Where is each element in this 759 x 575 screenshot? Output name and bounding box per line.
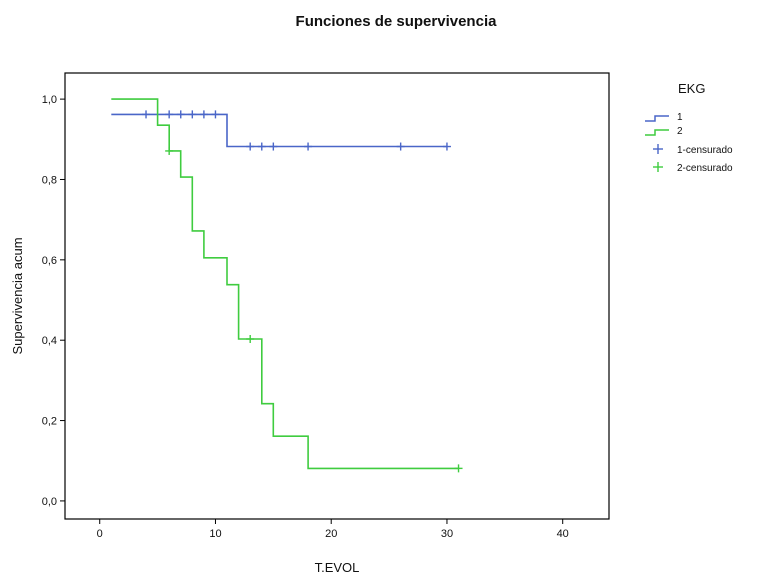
legend: EKG 1 2 1-censurado 2-censurado bbox=[645, 81, 733, 174]
censored-mark-1 bbox=[304, 142, 313, 151]
x-tick-label: 0 bbox=[97, 528, 103, 540]
series-layer bbox=[111, 98, 463, 473]
y-axis: 0,0 0,2 0,4 0,6 0,8 1,0 bbox=[42, 94, 65, 508]
x-tick-label: 40 bbox=[557, 528, 569, 540]
censored-mark-1 bbox=[211, 110, 220, 119]
censored-mark-2 bbox=[454, 464, 463, 473]
x-axis-label: T.EVOL bbox=[315, 560, 360, 575]
legend-label-1: 1 bbox=[677, 112, 683, 123]
censored-mark-2 bbox=[165, 146, 174, 155]
x-tick-label: 10 bbox=[209, 528, 221, 540]
censored-mark-1 bbox=[396, 142, 405, 151]
censored-mark-1 bbox=[165, 110, 174, 119]
censored-mark-1 bbox=[269, 142, 278, 151]
y-tick-label: 0,4 bbox=[42, 335, 57, 347]
censored-mark-2 bbox=[246, 334, 255, 343]
censored-mark-1 bbox=[257, 142, 266, 151]
legend-label-2: 2 bbox=[677, 126, 683, 137]
censored-mark-1 bbox=[246, 142, 255, 151]
legend-censored-label-2: 2-censurado bbox=[677, 163, 733, 174]
y-tick-label: 1,0 bbox=[42, 94, 57, 106]
legend-line-swatch-1 bbox=[645, 115, 669, 122]
x-axis: 0 10 20 30 40 bbox=[97, 519, 569, 540]
legend-censored-swatch-1 bbox=[653, 144, 663, 154]
legend-title: EKG bbox=[678, 81, 705, 96]
censored-mark-1 bbox=[176, 110, 185, 119]
plot-area bbox=[64, 72, 610, 520]
x-tick-label: 30 bbox=[441, 528, 453, 540]
censored-mark-1 bbox=[199, 110, 208, 119]
y-axis-label: Supervivencia acum bbox=[10, 237, 25, 354]
y-tick-label: 0,6 bbox=[42, 255, 57, 267]
y-tick-label: 0,2 bbox=[42, 416, 57, 428]
legend-censored-label-1: 1-censurado bbox=[677, 145, 733, 156]
legend-censored-swatch-2 bbox=[653, 162, 663, 172]
y-tick-label: 0,0 bbox=[42, 496, 57, 508]
legend-line-swatch-2 bbox=[645, 129, 669, 136]
censored-mark-1 bbox=[442, 142, 451, 151]
chart-title: Funciones de supervivencia bbox=[296, 13, 498, 30]
x-tick-label: 20 bbox=[325, 528, 337, 540]
censored-mark-1 bbox=[188, 110, 197, 119]
censored-mark-1 bbox=[142, 110, 151, 119]
series-line-2 bbox=[111, 98, 459, 470]
y-tick-label: 0,8 bbox=[42, 174, 57, 186]
